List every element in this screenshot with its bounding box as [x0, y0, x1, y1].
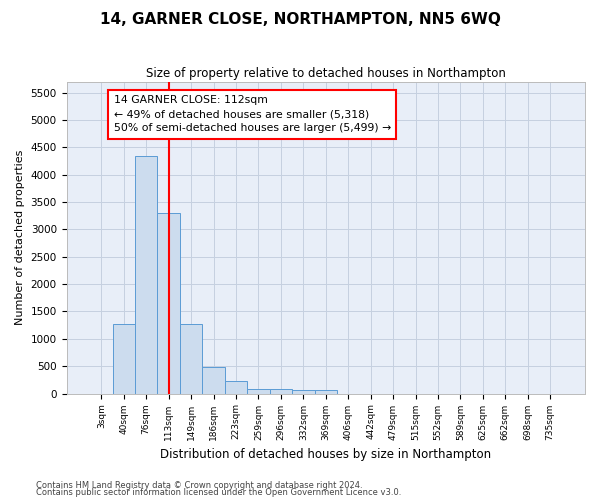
Bar	[157, 213, 180, 394]
Bar	[314, 390, 337, 394]
Bar	[292, 390, 314, 394]
Y-axis label: Number of detached properties: Number of detached properties	[15, 150, 25, 326]
Bar	[247, 388, 269, 394]
Bar	[113, 324, 135, 394]
Bar	[180, 324, 202, 394]
Bar	[135, 156, 157, 394]
Bar	[269, 388, 292, 394]
Text: 14, GARNER CLOSE, NORTHAMPTON, NN5 6WQ: 14, GARNER CLOSE, NORTHAMPTON, NN5 6WQ	[100, 12, 500, 28]
Bar	[202, 368, 225, 394]
Text: 14 GARNER CLOSE: 112sqm
← 49% of detached houses are smaller (5,318)
50% of semi: 14 GARNER CLOSE: 112sqm ← 49% of detache…	[113, 96, 391, 134]
Bar	[225, 381, 247, 394]
Text: Contains public sector information licensed under the Open Government Licence v3: Contains public sector information licen…	[36, 488, 401, 497]
X-axis label: Distribution of detached houses by size in Northampton: Distribution of detached houses by size …	[160, 448, 491, 461]
Title: Size of property relative to detached houses in Northampton: Size of property relative to detached ho…	[146, 68, 506, 80]
Text: Contains HM Land Registry data © Crown copyright and database right 2024.: Contains HM Land Registry data © Crown c…	[36, 480, 362, 490]
